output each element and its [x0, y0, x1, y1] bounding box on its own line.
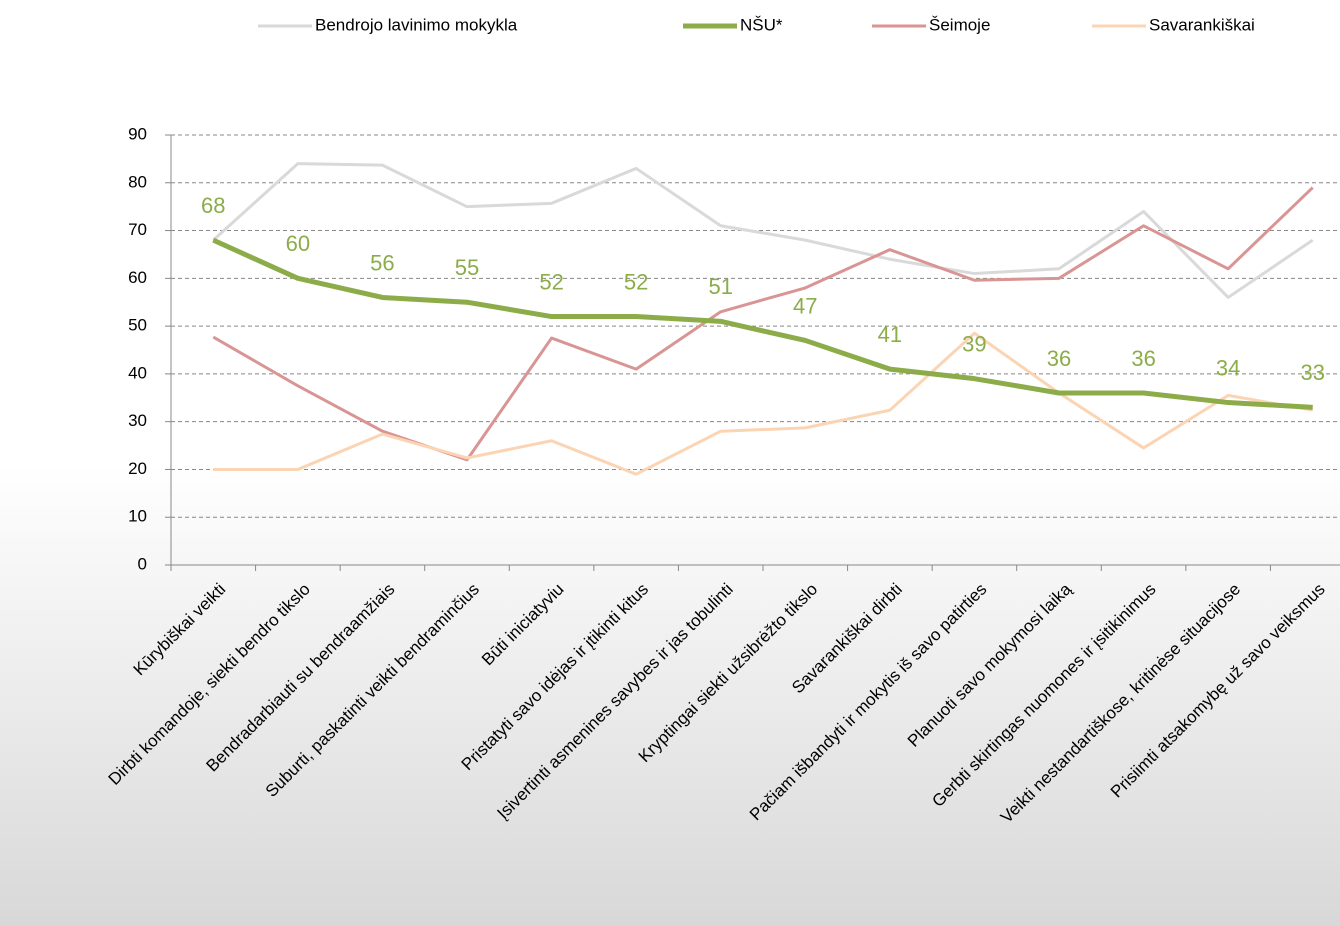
data-label: 60	[286, 231, 310, 256]
data-label: 36	[1131, 346, 1155, 371]
data-label: 39	[962, 331, 986, 356]
legend-label: Savarankiškai	[1149, 15, 1255, 34]
data-label: 34	[1216, 355, 1240, 380]
data-label: 33	[1300, 360, 1324, 385]
data-label: 56	[370, 250, 394, 275]
data-label: 52	[624, 269, 648, 294]
y-tick-label: 20	[128, 459, 147, 478]
data-label: 68	[201, 193, 225, 218]
series-line	[212, 237, 1313, 410]
y-tick-label: 90	[128, 124, 147, 143]
y-tick-label: 70	[128, 220, 147, 239]
series-line	[212, 186, 1314, 462]
data-label: 36	[1047, 346, 1071, 371]
y-tick-label: 50	[128, 316, 147, 335]
series-line	[212, 162, 1314, 299]
data-label: 41	[878, 322, 902, 347]
data-label: 47	[793, 293, 817, 318]
y-tick-label: 60	[128, 268, 147, 287]
data-label: 55	[455, 255, 479, 280]
data-label: 51	[708, 274, 732, 299]
legend-label: Šeimoje	[929, 15, 990, 34]
series-line	[213, 331, 1313, 476]
y-tick-label: 80	[128, 172, 147, 191]
y-tick-label: 0	[138, 554, 147, 573]
y-tick-label: 10	[128, 507, 147, 526]
legend-label: Bendrojo lavinimo mokykla	[315, 15, 518, 34]
data-label: 52	[539, 269, 563, 294]
legend-label: NŠU*	[740, 15, 783, 34]
y-tick-label: 40	[128, 363, 147, 382]
y-tick-label: 30	[128, 411, 147, 430]
